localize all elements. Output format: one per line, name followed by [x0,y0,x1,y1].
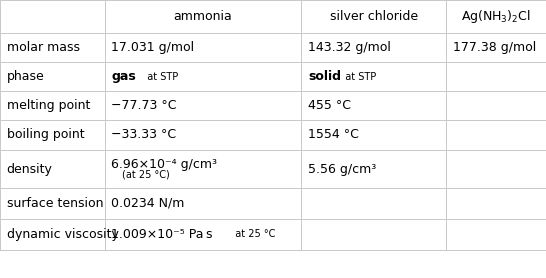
Text: 143.32 g/mol: 143.32 g/mol [308,41,391,54]
Text: dynamic viscosity: dynamic viscosity [7,228,118,241]
Text: gas: gas [111,70,136,83]
Text: phase: phase [7,70,44,83]
Text: 0.0234 N/m: 0.0234 N/m [111,197,185,210]
Text: at 25 °C: at 25 °C [229,229,275,239]
Text: silver chloride: silver chloride [330,10,418,23]
Text: ammonia: ammonia [174,10,233,23]
Text: 1.009×10⁻⁵ Pa s: 1.009×10⁻⁵ Pa s [111,228,213,241]
Text: molar mass: molar mass [7,41,80,54]
Text: 17.031 g/mol: 17.031 g/mol [111,41,194,54]
Text: Ag(NH$_3)_2$Cl: Ag(NH$_3)_2$Cl [461,8,531,25]
Text: boiling point: boiling point [7,128,84,142]
Text: (at 25 °C): (at 25 °C) [122,170,170,180]
Text: at STP: at STP [339,72,376,81]
Text: −33.33 °C: −33.33 °C [111,128,176,142]
Text: −77.73 °C: −77.73 °C [111,99,177,112]
Text: 6.96×10⁻⁴ g/cm³: 6.96×10⁻⁴ g/cm³ [111,158,217,171]
Text: 177.38 g/mol: 177.38 g/mol [453,41,536,54]
Text: 1554 °C: 1554 °C [308,128,359,142]
Text: 5.56 g/cm³: 5.56 g/cm³ [308,163,376,175]
Text: solid: solid [308,70,341,83]
Text: melting point: melting point [7,99,90,112]
Text: 455 °C: 455 °C [308,99,351,112]
Text: surface tension: surface tension [7,197,103,210]
Text: density: density [7,163,52,175]
Text: at STP: at STP [141,72,179,81]
